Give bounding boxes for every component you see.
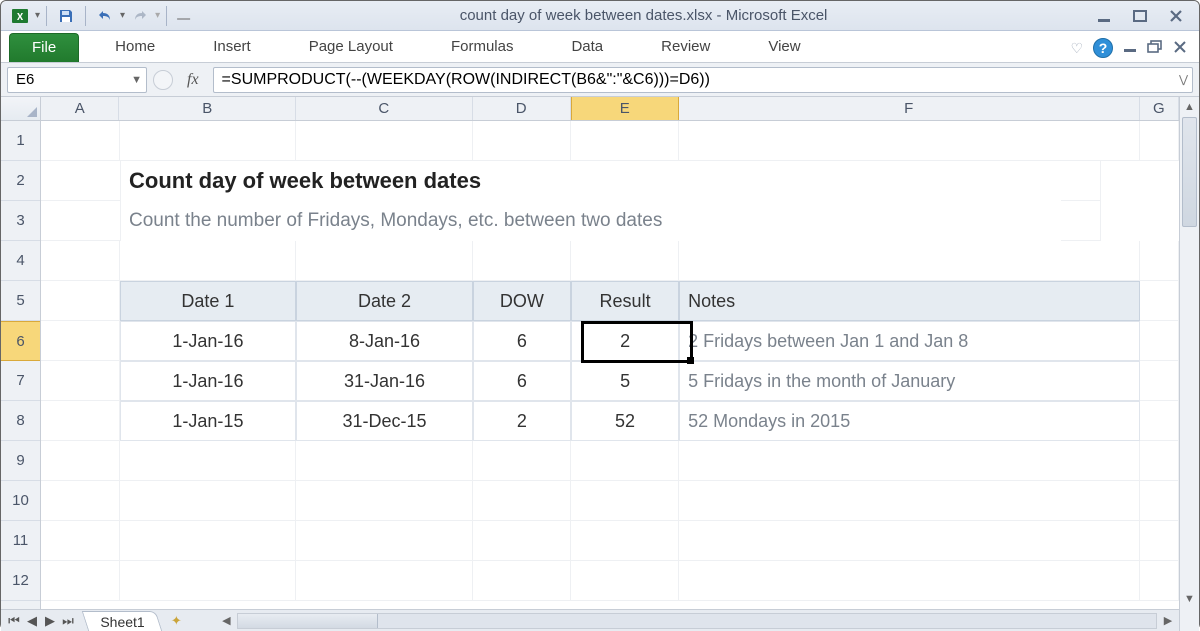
- sheet-nav-first-icon[interactable]: ⏮: [7, 613, 21, 629]
- minimize-icon[interactable]: [1093, 7, 1115, 25]
- cell-F8[interactable]: 52 Mondays in 2015: [679, 401, 1139, 441]
- row-header-3[interactable]: 3: [1, 201, 40, 241]
- cell-F6[interactable]: 2 Fridays between Jan 1 and Jan 8: [679, 321, 1139, 361]
- vscroll-thumb[interactable]: [1182, 117, 1197, 227]
- row-header-10[interactable]: 10: [1, 481, 40, 521]
- cancel-formula-icon[interactable]: [153, 70, 173, 90]
- redo-icon[interactable]: [127, 4, 153, 28]
- file-tab[interactable]: File: [9, 33, 79, 62]
- cell-E6[interactable]: 2: [571, 321, 679, 361]
- scroll-up-icon[interactable]: ▲: [1180, 97, 1199, 117]
- formula-text: =SUMPRODUCT(--(WEEKDAY(ROW(INDIRECT(B6&"…: [222, 71, 710, 89]
- tab-formulas[interactable]: Formulas: [433, 32, 532, 62]
- ribbon-minimize-icon[interactable]: ♡: [1070, 40, 1083, 57]
- scroll-left-icon[interactable]: ◀: [217, 614, 235, 627]
- cell-C7[interactable]: 31-Jan-16: [296, 361, 473, 401]
- sheet-nav-buttons[interactable]: ⏮ ◀ ▶ ⏭: [1, 613, 81, 629]
- cell-D8[interactable]: 2: [473, 401, 571, 441]
- quick-access-toolbar: X ▾ ▾ ▾ ⎼: [7, 4, 194, 28]
- name-box-value: E6: [16, 71, 34, 88]
- cell-E7[interactable]: 5: [571, 361, 679, 401]
- window-restore-inner-icon[interactable]: [1147, 40, 1163, 57]
- window-close-inner-icon[interactable]: [1173, 40, 1187, 57]
- subheading-cell[interactable]: Count the number of Fridays, Mondays, et…: [121, 201, 1061, 241]
- col-header-E[interactable]: E: [571, 97, 679, 120]
- sheet-tab-active[interactable]: Sheet1: [82, 611, 163, 631]
- tab-insert[interactable]: Insert: [195, 32, 269, 62]
- sheet-nav-prev-icon[interactable]: ◀: [25, 613, 39, 629]
- tbl-hdr-notes[interactable]: Notes: [679, 281, 1139, 321]
- cell-C6[interactable]: 8-Jan-16: [296, 321, 473, 361]
- tab-data[interactable]: Data: [553, 32, 621, 62]
- heading-cell[interactable]: Count day of week between dates: [121, 161, 1061, 201]
- col-header-G[interactable]: G: [1140, 97, 1179, 120]
- name-box-dropdown-icon[interactable]: ▼: [131, 74, 142, 86]
- vertical-scrollbar[interactable]: ▲ ▼: [1179, 97, 1199, 609]
- tbl-hdr-date2[interactable]: Date 2: [296, 281, 473, 321]
- row-header-1[interactable]: 1: [1, 121, 40, 161]
- horizontal-scrollbar[interactable]: ◀ ▶: [217, 613, 1199, 629]
- row-header-7[interactable]: 7: [1, 361, 40, 401]
- fx-icon[interactable]: fx: [179, 71, 207, 89]
- sheet-splitter[interactable]: [1179, 609, 1199, 631]
- select-all-corner[interactable]: [1, 97, 40, 121]
- row-header-12[interactable]: 12: [1, 561, 40, 601]
- cell-D6[interactable]: 6: [473, 321, 571, 361]
- tbl-hdr-date1[interactable]: Date 1: [120, 281, 297, 321]
- maximize-icon[interactable]: [1129, 7, 1151, 25]
- cell-C8[interactable]: 31-Dec-15: [296, 401, 473, 441]
- save-icon[interactable]: [53, 4, 79, 28]
- undo-icon[interactable]: [92, 4, 118, 28]
- cell-B7[interactable]: 1-Jan-16: [120, 361, 297, 401]
- col-header-F[interactable]: F: [679, 97, 1140, 120]
- tab-page-layout[interactable]: Page Layout: [291, 32, 411, 62]
- col-header-B[interactable]: B: [119, 97, 296, 120]
- cell-D7[interactable]: 6: [473, 361, 571, 401]
- sheet-nav-next-icon[interactable]: ▶: [43, 613, 57, 629]
- cell-B6[interactable]: 1-Jan-16: [120, 321, 297, 361]
- tbl-hdr-result[interactable]: Result: [571, 281, 679, 321]
- sheet-nav-last-icon[interactable]: ⏭: [61, 613, 75, 629]
- tbl-hdr-dow[interactable]: DOW: [473, 281, 571, 321]
- row-header-2[interactable]: 2: [1, 161, 40, 201]
- row-header-9[interactable]: 9: [1, 441, 40, 481]
- new-sheet-icon[interactable]: ✦: [165, 612, 187, 630]
- scroll-right-icon[interactable]: ▶: [1159, 614, 1177, 627]
- col-header-D[interactable]: D: [473, 97, 571, 120]
- expand-formula-bar-icon[interactable]: ⋁: [1179, 73, 1188, 86]
- excel-app-icon[interactable]: X: [7, 4, 33, 28]
- window-title: count day of week between dates.xlsx - M…: [194, 7, 1093, 24]
- formula-input[interactable]: =SUMPRODUCT(--(WEEKDAY(ROW(INDIRECT(B6&"…: [213, 67, 1193, 93]
- cells-area[interactable]: Count day of week between dates Count th…: [41, 121, 1179, 601]
- sheet-tab-bar: ⏮ ◀ ▶ ⏭ Sheet1 ✦ ◀ ▶: [1, 609, 1199, 631]
- sheet-tab-label: Sheet1: [100, 614, 144, 630]
- ribbon-tabs: File Home Insert Page Layout Formulas Da…: [1, 31, 1199, 63]
- tab-view[interactable]: View: [750, 32, 818, 62]
- row-header-11[interactable]: 11: [1, 521, 40, 561]
- column-headers: A B C D E F G: [41, 97, 1179, 121]
- cell-B8[interactable]: 1-Jan-15: [120, 401, 297, 441]
- row-header-8[interactable]: 8: [1, 401, 40, 441]
- worksheet-grid: 1 2 3 4 5 6 7 8 9 10 11 12 A B C D E F G…: [1, 97, 1199, 609]
- tab-home[interactable]: Home: [97, 32, 173, 62]
- scroll-down-icon[interactable]: ▼: [1180, 589, 1199, 609]
- col-header-A[interactable]: A: [41, 97, 119, 120]
- tab-review[interactable]: Review: [643, 32, 728, 62]
- title-bar: X ▾ ▾ ▾ ⎼ count day of week between date…: [1, 1, 1199, 31]
- col-header-C[interactable]: C: [296, 97, 473, 120]
- help-icon[interactable]: ?: [1093, 38, 1113, 58]
- row-headers: 1 2 3 4 5 6 7 8 9 10 11 12: [1, 97, 41, 609]
- window-controls: [1093, 7, 1193, 25]
- row-header-6[interactable]: 6: [1, 321, 40, 361]
- cell-F7[interactable]: 5 Fridays in the month of January: [679, 361, 1139, 401]
- name-box[interactable]: E6 ▼: [7, 67, 147, 93]
- window-minimize-inner-icon[interactable]: [1123, 40, 1137, 56]
- row-header-4[interactable]: 4: [1, 241, 40, 281]
- svg-text:X: X: [17, 10, 24, 23]
- row-header-5[interactable]: 5: [1, 281, 40, 321]
- formula-bar: E6 ▼ fx =SUMPRODUCT(--(WEEKDAY(ROW(INDIR…: [1, 63, 1199, 97]
- close-icon[interactable]: [1165, 7, 1187, 25]
- cell-E8[interactable]: 52: [571, 401, 679, 441]
- hscroll-thumb[interactable]: [238, 614, 378, 628]
